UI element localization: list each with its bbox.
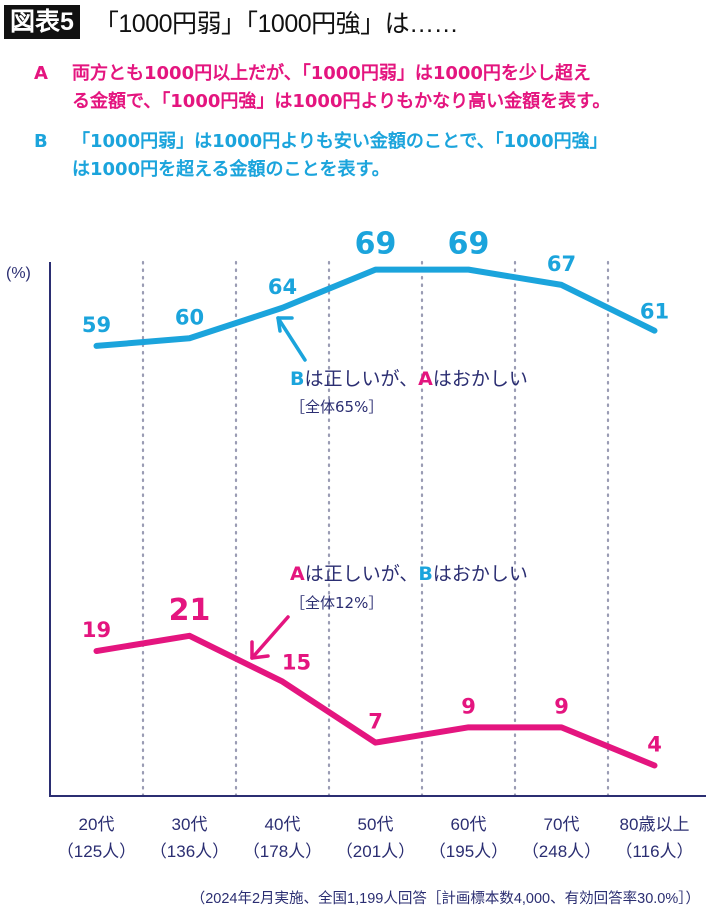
- data-label: 4: [647, 732, 662, 756]
- x-tick-label: 50代: [358, 815, 394, 834]
- annotation-part: A: [290, 563, 305, 585]
- grid-lines: [141, 260, 610, 797]
- title-row: 図表5 「1000円弱」「1000円強」は……: [4, 4, 459, 40]
- x-tick-label: 20代: [79, 815, 115, 834]
- x-tick-count: （125人）: [57, 842, 136, 861]
- annotation-part: A: [418, 368, 433, 390]
- y-axis-unit-label: (%): [6, 265, 31, 282]
- data-label: 67: [547, 252, 576, 276]
- annotation-part: は正しいが、: [304, 368, 418, 390]
- annotation-arrow: [276, 316, 307, 362]
- x-tick-count: （178人）: [243, 842, 322, 861]
- option-b: B 「1000円弱」は1000円よりも安い金額のことで、「1000円強」 は100…: [34, 128, 608, 184]
- arrowhead-icon: [250, 640, 270, 660]
- annotation-part: は正しいが、: [305, 563, 419, 585]
- option-b-key: B: [34, 131, 48, 152]
- data-label: 64: [268, 275, 297, 299]
- x-tick-label: 70代: [544, 815, 580, 834]
- x-tick-label: 60代: [451, 815, 487, 834]
- data-label: 59: [82, 313, 111, 337]
- data-label: 19: [82, 618, 111, 642]
- annotation-total: ［全体12%］: [290, 594, 383, 612]
- series-group: 59 60 64 69 69 67 61 19 21 15 7 9 9 4: [82, 227, 669, 769]
- annotation-total: ［全体65%］: [290, 398, 383, 416]
- figure-badge: 図表5: [4, 5, 80, 39]
- x-tick-count: （248人）: [522, 842, 601, 861]
- x-tick-label: 30代: [172, 815, 208, 834]
- annotation-part: はおかしい: [433, 368, 528, 390]
- annotation-part: B: [418, 563, 432, 585]
- footnote: （2024年2月実施、全国1,199人回答［計画標本数4,000、有効回答率30…: [190, 891, 700, 907]
- annotation-part: はおかしい: [433, 563, 528, 585]
- option-a: A 両方とも1000円以上だが、「1000円弱」は1000円を少し超え る金額で、…: [34, 60, 610, 116]
- series-line-b-correct: [93, 266, 658, 349]
- data-label: 9: [461, 694, 476, 718]
- annotation-title: Bは正しいが、Aはおかしい: [290, 368, 528, 390]
- data-label: 69: [448, 227, 490, 262]
- x-tick-count: （116人）: [615, 842, 693, 861]
- x-tick-label: 80歳以上: [620, 815, 690, 834]
- option-b-line2: は1000円を超える金額のことを表す。: [72, 159, 390, 180]
- x-tick-count: （136人）: [150, 842, 229, 861]
- data-label: 21: [169, 593, 211, 628]
- annotations: Bは正しいが、Aはおかしい［全体65%］Aは正しいが、Bはおかしい［全体12%］: [250, 316, 528, 660]
- x-tick-count: （195人）: [429, 842, 508, 861]
- data-label: 61: [640, 300, 669, 324]
- data-label: 69: [355, 227, 397, 262]
- option-a-line1: 両方とも1000円以上だが、「1000円弱」は1000円を少し超え: [72, 63, 591, 84]
- series-line-a-correct: [93, 632, 658, 769]
- data-label: 7: [368, 710, 383, 734]
- figure-title: 「1000円弱」「1000円強」は……: [93, 10, 459, 38]
- x-tick-labels: 20代 （125人） 30代 （136人） 40代 （178人） 50代 （201人） 60代 （…: [57, 815, 694, 861]
- option-b-line1: 「1000円弱」は1000円よりも安い金額のことで、「1000円強」: [72, 131, 608, 152]
- data-label: 9: [554, 694, 569, 718]
- option-a-line2: る金額で、「1000円強」は1000円よりもかなり高い金額を表す。: [72, 91, 611, 112]
- annotation-arrow: [250, 615, 290, 660]
- option-a-key: A: [34, 63, 48, 84]
- arrowhead-icon: [276, 316, 294, 333]
- annotation-part: B: [290, 368, 304, 390]
- data-label: 60: [175, 305, 204, 329]
- annotation-title: Aは正しいが、Bはおかしい: [290, 563, 528, 585]
- x-tick-count: （201人）: [336, 842, 415, 861]
- x-tick-label: 40代: [265, 815, 301, 834]
- data-label: 15: [282, 651, 311, 675]
